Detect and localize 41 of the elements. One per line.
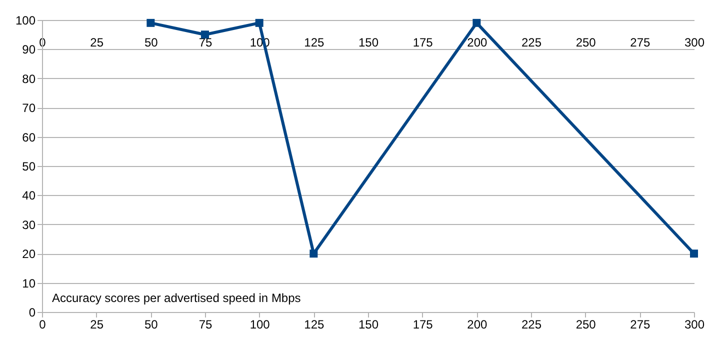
y-tick-label: 0	[28, 306, 36, 320]
x-tick-label: 150	[358, 318, 379, 332]
y-tick-label: 70	[22, 101, 36, 116]
x-tick-label: 225	[521, 318, 542, 332]
x2-tick-label: 225	[521, 36, 542, 50]
x-tick-label: 275	[630, 318, 650, 332]
point	[255, 18, 264, 27]
x2-tick-label: 300	[684, 36, 705, 50]
x2-tick-label: 25	[90, 36, 104, 50]
x-tick-label: 75	[198, 318, 212, 332]
x-tick-label: 100	[250, 318, 270, 332]
y-tick-label: 10	[22, 276, 36, 290]
x-tick-label: 300	[684, 318, 705, 332]
y-tick-label: 50	[22, 160, 36, 174]
y-tick-label: 30	[22, 218, 36, 232]
x2-tick-label: 200	[467, 36, 488, 50]
y-tick-label: 100	[15, 14, 36, 28]
y-tick-label: 80	[22, 72, 36, 86]
point	[310, 250, 318, 258]
x2-tick-label: 250	[576, 36, 596, 50]
x-tick-label: 175	[412, 318, 434, 332]
x-tick-label: 50	[144, 318, 158, 332]
y-tick-label: 60	[22, 130, 36, 144]
x2-tick-label: 275	[630, 36, 650, 50]
y-tick-label: 90	[22, 42, 36, 57]
x-tick-label: 0	[39, 318, 46, 332]
y-tick-label: 20	[22, 247, 36, 262]
y-tick-label: 40	[22, 188, 36, 203]
x2-tick-label: 175	[412, 36, 434, 50]
annotation: Accuracy scores per advertised speed in Mbps	[52, 291, 301, 305]
x2-tick-label: 150	[358, 36, 379, 50]
x2-tick-label: 125	[304, 36, 324, 50]
x-tick-label: 25	[90, 318, 104, 332]
point	[472, 18, 481, 27]
point	[690, 250, 698, 258]
point	[146, 18, 155, 27]
x-tick-label: 250	[576, 318, 596, 332]
x2-tick-label: 75	[198, 36, 212, 50]
x-tick-label: 125	[304, 318, 324, 332]
x-tick-label: 200	[467, 318, 488, 332]
x2-tick-label: 50	[144, 36, 158, 50]
